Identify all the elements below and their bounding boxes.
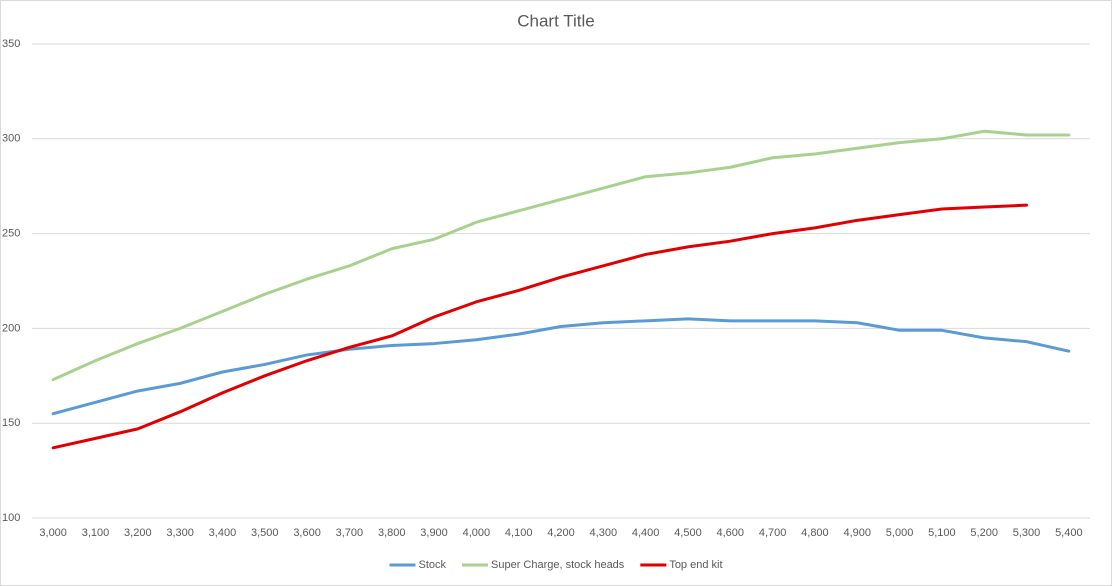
y-tick-label: 200 [2, 322, 20, 334]
legend-label: Top end kit [669, 559, 722, 571]
x-tick-label: 4,300 [590, 527, 618, 539]
x-tick-label: 4,500 [674, 527, 702, 539]
y-tick-label: 250 [2, 228, 20, 240]
x-tick-label: 4,800 [801, 527, 829, 539]
legend-label: Stock [418, 559, 446, 571]
x-tick-label: 3,700 [336, 527, 364, 539]
x-tick-label: 4,000 [463, 527, 491, 539]
x-tick-label: 4,400 [632, 527, 660, 539]
x-tick-label: 4,700 [759, 527, 787, 539]
y-tick-label: 350 [2, 38, 20, 50]
x-tick-label: 3,500 [251, 527, 279, 539]
x-tick-label: 5,400 [1055, 527, 1083, 539]
x-tick-label: 3,800 [378, 527, 406, 539]
series-line [51, 317, 1071, 416]
x-tick-label: 5,200 [970, 527, 998, 539]
x-tick-label: 3,900 [420, 527, 448, 539]
x-tick-label: 3,400 [209, 527, 237, 539]
legend-label: Super Charge, stock heads [491, 559, 625, 571]
x-tick-label: 5,300 [1013, 527, 1041, 539]
chart-title: Chart Title [517, 11, 594, 30]
y-tick-label: 150 [2, 417, 20, 429]
series-line [51, 129, 1071, 382]
x-tick-label: 3,100 [82, 527, 110, 539]
x-tick-label: 4,600 [717, 527, 745, 539]
x-tick-label: 3,300 [166, 527, 194, 539]
series-line [51, 203, 1029, 450]
x-tick-label: 4,900 [843, 527, 871, 539]
x-tick-label: 5,100 [928, 527, 956, 539]
x-tick-label: 3,200 [124, 527, 152, 539]
x-tick-label: 3,600 [293, 527, 321, 539]
x-tick-label: 4,100 [505, 527, 533, 539]
y-tick-label: 300 [2, 133, 20, 145]
x-tick-label: 4,200 [547, 527, 575, 539]
y-tick-label: 100 [2, 512, 20, 524]
x-tick-label: 5,000 [886, 527, 914, 539]
x-tick-label: 3,000 [39, 527, 67, 539]
